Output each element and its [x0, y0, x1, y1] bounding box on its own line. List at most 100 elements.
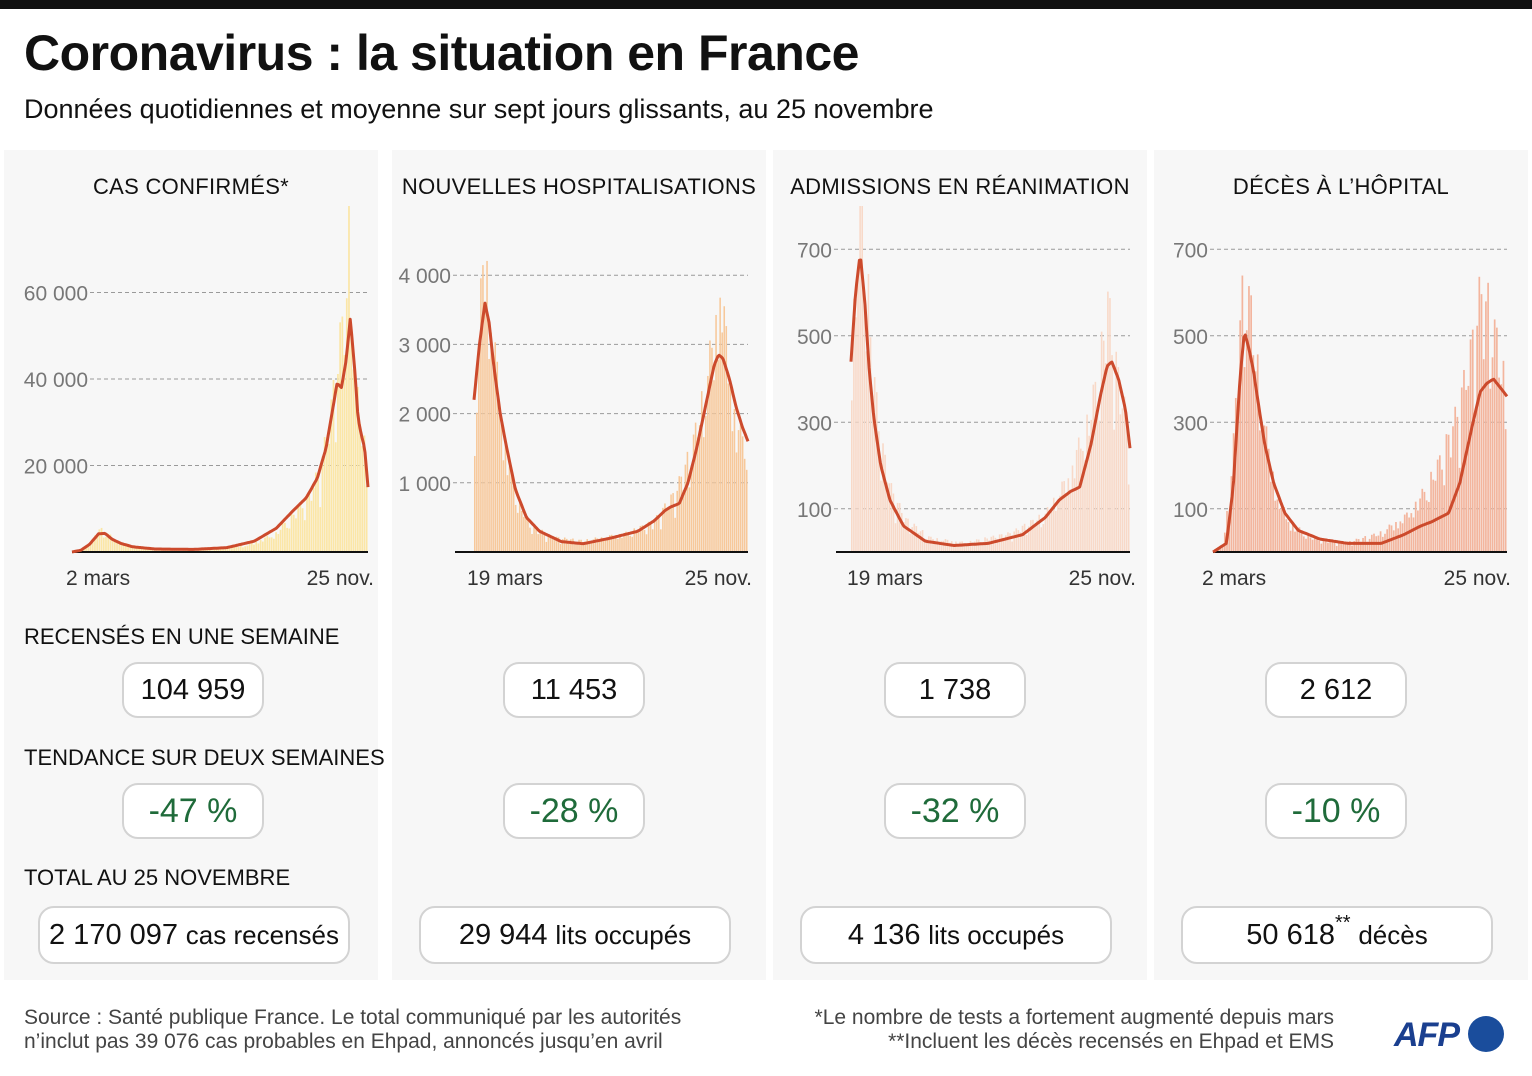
- daily-bar: [345, 298, 348, 552]
- daily-bar: [1311, 539, 1314, 552]
- daily-bar: [109, 534, 112, 552]
- daily-bar: [85, 545, 87, 552]
- daily-bar: [1050, 511, 1053, 552]
- daily-bar: [737, 430, 740, 552]
- daily-bar: [1417, 510, 1419, 552]
- daily-bar: [217, 548, 220, 552]
- trend-value-icu: -32 %: [884, 783, 1026, 839]
- daily-bar: [625, 531, 627, 552]
- daily-bar: [703, 437, 705, 552]
- daily-bar: [1465, 389, 1468, 552]
- daily-bar: [332, 379, 335, 552]
- daily-bar: [204, 549, 207, 552]
- seven-day-average-line: [472, 301, 750, 546]
- daily-bar: [678, 476, 681, 552]
- daily-bar: [975, 539, 978, 552]
- x-label-start: 2 mars: [1202, 567, 1266, 590]
- seven-day-average-line: [849, 258, 1132, 547]
- daily-bar: [208, 549, 211, 552]
- daily-bar: [664, 503, 666, 552]
- daily-bar: [568, 542, 570, 552]
- daily-bar: [986, 538, 988, 552]
- daily-bar: [125, 543, 127, 552]
- daily-bar: [913, 523, 916, 552]
- page-title: Coronavirus : la situation en France: [24, 25, 859, 81]
- daily-bar: [1256, 354, 1259, 552]
- daily-bar: [1502, 360, 1505, 552]
- daily-bar: [996, 542, 999, 552]
- daily-bar: [892, 493, 895, 552]
- daily-bar: [911, 527, 913, 552]
- daily-bar: [1333, 541, 1336, 552]
- daily-bar: [343, 354, 346, 552]
- daily-bar: [674, 517, 676, 552]
- daily-bar: [257, 543, 260, 552]
- daily-bar: [1002, 537, 1005, 552]
- daily-bar: [1436, 459, 1439, 552]
- daily-bar: [563, 537, 566, 552]
- y-tick-label: 100: [1173, 499, 1208, 522]
- daily-bar: [971, 542, 974, 552]
- daily-bar: [1344, 543, 1347, 552]
- footnote-1: *Le nombre de tests a fortement augmenté…: [814, 1006, 1334, 1029]
- daily-bar: [917, 532, 920, 552]
- daily-bar: [1252, 355, 1255, 552]
- daily-bar: [700, 391, 703, 552]
- daily-bar: [250, 543, 253, 552]
- daily-bar: [1327, 542, 1329, 552]
- total-value-cases: 2 170 097: [49, 919, 179, 951]
- daily-bar: [647, 521, 650, 552]
- daily-bar: [1019, 532, 1022, 552]
- daily-bar: [1009, 533, 1011, 552]
- y-tick-label: 500: [1173, 326, 1208, 349]
- daily-bar: [627, 533, 629, 552]
- x-label-start: 2 mars: [66, 567, 130, 590]
- daily-bar: [729, 386, 732, 552]
- label-total: TOTAL AU 25 NOVEMBRE: [24, 865, 291, 890]
- daily-bar: [602, 540, 605, 552]
- daily-bar: [541, 529, 544, 552]
- daily-bar: [1441, 469, 1443, 552]
- daily-bar: [619, 533, 621, 552]
- daily-bar: [1454, 406, 1457, 552]
- daily-bar: [1059, 495, 1061, 552]
- daily-bar: [938, 542, 941, 552]
- daily-bar: [279, 529, 282, 552]
- daily-bar: [696, 437, 699, 552]
- footnote-2: **Incluent les décès recensés en Ehpad e…: [888, 1030, 1334, 1053]
- daily-bar: [711, 347, 713, 552]
- daily-bar: [1478, 276, 1481, 552]
- daily-bar: [594, 537, 597, 552]
- daily-bar: [1414, 501, 1417, 552]
- label-weekly: RECENSÉS EN UNE SEMAINE: [24, 624, 340, 649]
- daily-bar: [721, 332, 723, 552]
- daily-bar: [299, 502, 302, 552]
- daily-bar: [1487, 282, 1489, 552]
- daily-bar: [572, 538, 574, 552]
- daily-bar: [1353, 541, 1356, 552]
- daily-bar: [1038, 514, 1040, 552]
- daily-bar: [1291, 524, 1294, 552]
- daily-bar: [915, 526, 918, 552]
- daily-bar: [133, 547, 136, 552]
- daily-bar: [611, 534, 613, 552]
- daily-bar: [306, 494, 308, 552]
- daily-bar: [1007, 532, 1009, 552]
- daily-bar: [617, 538, 619, 552]
- daily-bar: [608, 535, 611, 552]
- daily-bar: [978, 539, 980, 552]
- daily-bar: [334, 442, 337, 552]
- daily-bar: [543, 533, 546, 552]
- daily-bar: [1482, 359, 1485, 552]
- daily-bar: [175, 549, 178, 552]
- daily-bar: [494, 342, 496, 552]
- total-unit-icu: lits occupés: [928, 920, 1065, 950]
- afp-logo: AFP: [1394, 1014, 1510, 1056]
- daily-bar: [649, 522, 652, 552]
- daily-bar: [898, 503, 901, 552]
- daily-bar: [1401, 523, 1404, 552]
- daily-bar: [202, 549, 205, 552]
- daily-bar: [869, 337, 872, 552]
- daily-bar: [330, 399, 333, 552]
- daily-bar: [1425, 500, 1428, 552]
